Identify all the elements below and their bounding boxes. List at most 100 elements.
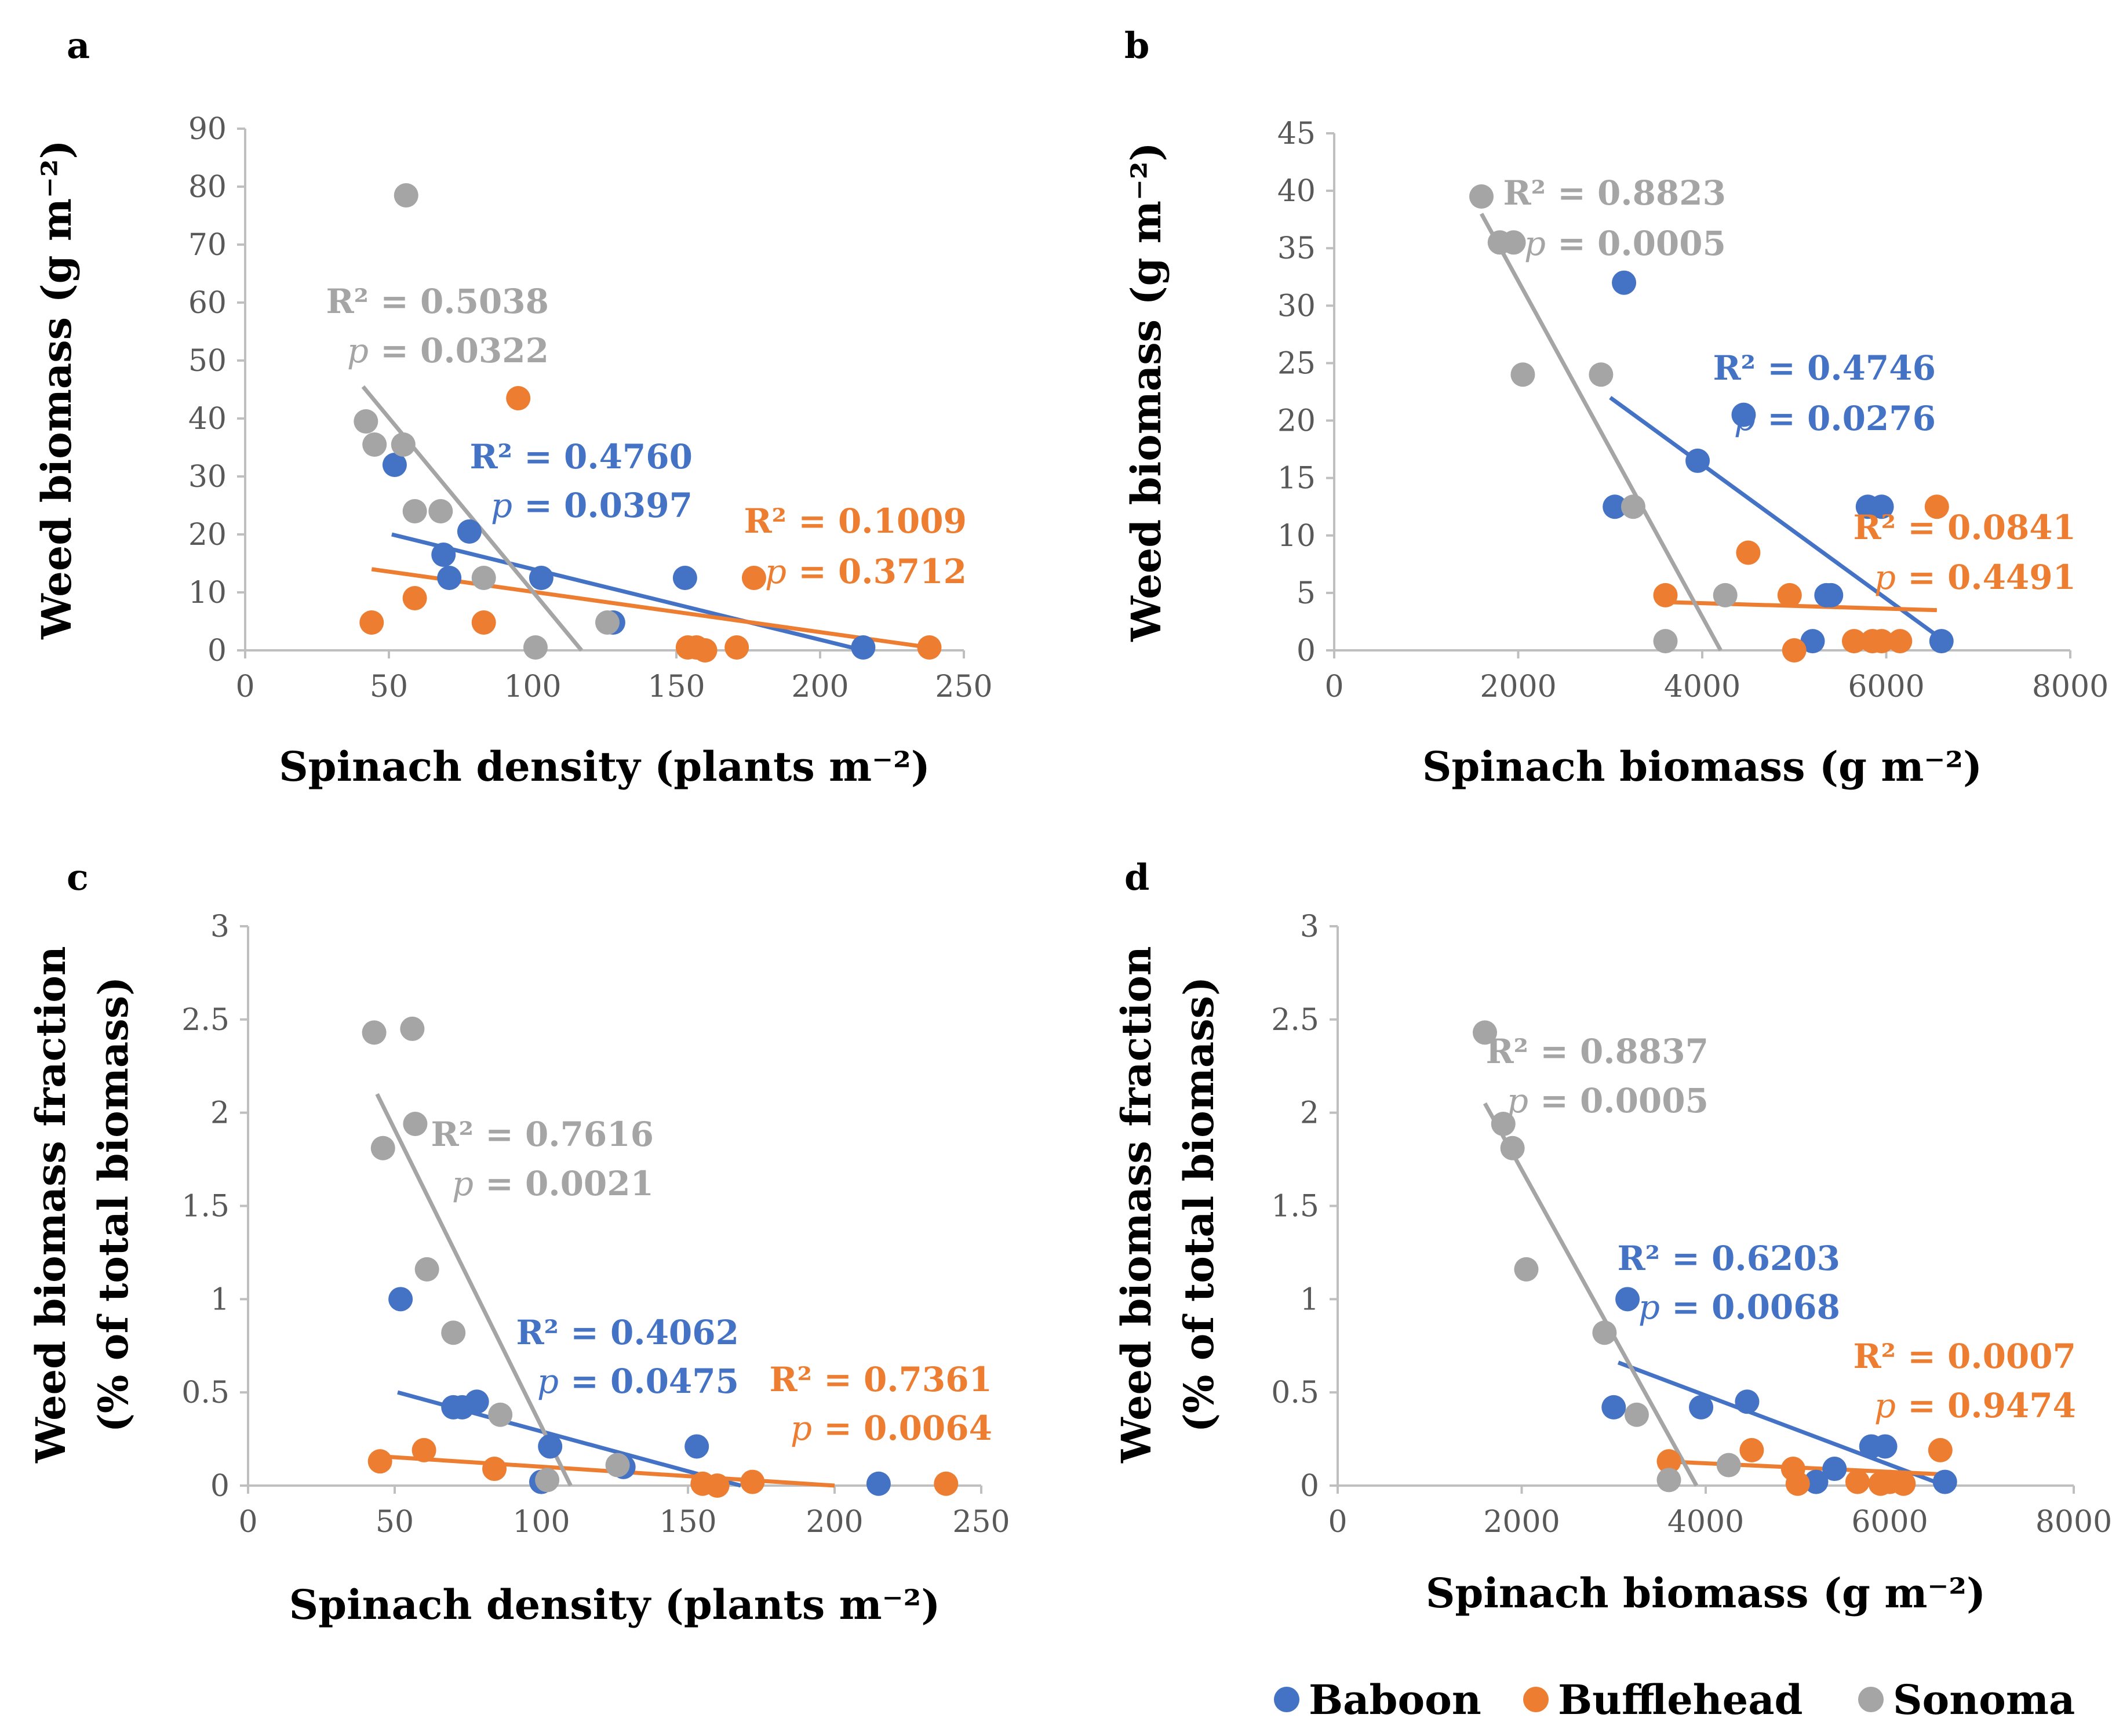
x-tick-label: 0 xyxy=(1324,669,1343,704)
point-bufflehead xyxy=(1869,629,1894,654)
x-tick-label: 50 xyxy=(370,669,408,704)
y-axis-title: Weed biomass (g m⁻²) xyxy=(32,140,81,639)
point-bufflehead xyxy=(1928,1437,1953,1462)
point-sonoma xyxy=(1621,494,1645,519)
trendline-sonoma xyxy=(361,385,584,652)
x-axis-title: Spinach density (plants m⁻²) xyxy=(289,1581,941,1629)
y-tick-label: 2.5 xyxy=(1271,1003,1319,1038)
point-baboon xyxy=(672,566,697,590)
p-value-label-bufflehead: p = 0.0064 xyxy=(791,1409,992,1448)
x-tick-label: 100 xyxy=(512,1505,570,1540)
y-tick-label: 2 xyxy=(210,1096,230,1131)
point-baboon xyxy=(388,1287,413,1312)
r2-label-baboon: R² = 0.4062 xyxy=(516,1313,739,1352)
point-baboon xyxy=(1735,1389,1760,1414)
point-baboon xyxy=(457,519,482,544)
y-axis-title-line: (% of total biomass) xyxy=(1175,977,1223,1432)
point-sonoma xyxy=(370,1136,395,1160)
point-bufflehead xyxy=(693,638,718,663)
point-baboon xyxy=(866,1471,891,1496)
point-baboon xyxy=(437,566,462,590)
legend-label-sonoma: Sonoma xyxy=(1893,1676,2075,1724)
x-tick-label: 50 xyxy=(376,1505,414,1540)
point-bufflehead xyxy=(1777,583,1802,607)
point-sonoma xyxy=(1473,1020,1497,1045)
trendline-baboon xyxy=(391,532,864,653)
x-tick-label: 2000 xyxy=(1480,669,1556,704)
point-baboon xyxy=(464,1389,489,1414)
point-bufflehead xyxy=(740,1469,765,1494)
legend-marker-bufflehead xyxy=(1523,1687,1549,1712)
point-bufflehead xyxy=(705,1473,730,1498)
r2-label-sonoma: R² = 0.8837 xyxy=(1485,1032,1709,1071)
point-bufflehead xyxy=(1782,638,1807,663)
y-tick-label: 1 xyxy=(210,1282,230,1317)
panel-c: c 0 0.5 1 1.5 2 2.5 3 0 50 100 150 200 250 Spinach den… xyxy=(27,856,1010,1629)
trendline-baboon xyxy=(1617,1360,1946,1488)
point-sonoma xyxy=(400,1016,425,1041)
point-baboon xyxy=(1612,270,1637,295)
point-sonoma xyxy=(1656,1468,1681,1493)
point-bufflehead xyxy=(917,635,942,660)
r2-label-bufflehead: R² = 0.0007 xyxy=(1853,1337,2076,1376)
trendline-sonoma xyxy=(1483,1102,1699,1487)
p-value-label-sonoma: p = 0.0005 xyxy=(1507,1081,1709,1120)
x-tick-label: 0 xyxy=(238,1505,257,1540)
y-tick-label: 0 xyxy=(1297,634,1316,668)
panel-label: a xyxy=(67,24,90,67)
y-tick-label: 70 xyxy=(188,228,227,263)
point-baboon xyxy=(1929,629,1954,654)
point-sonoma xyxy=(471,566,496,590)
y-tick-label: 0.5 xyxy=(181,1375,230,1410)
y-tick-label: 40 xyxy=(1277,174,1316,209)
y-tick-label: 30 xyxy=(1277,289,1316,323)
point-sonoma xyxy=(1510,362,1535,387)
x-tick-label: 2000 xyxy=(1483,1505,1560,1540)
point-baboon xyxy=(1804,1469,1829,1494)
point-bufflehead xyxy=(1841,629,1866,654)
y-tick-label: 0 xyxy=(1300,1469,1319,1504)
point-bufflehead xyxy=(402,586,427,610)
y-tick-label: 80 xyxy=(188,170,227,205)
panel-label: b xyxy=(1124,24,1149,67)
point-bufflehead xyxy=(1736,540,1761,565)
point-bufflehead xyxy=(482,1457,507,1482)
y-tick-label: 45 xyxy=(1277,117,1316,151)
trendline-bufflehead xyxy=(371,567,930,650)
r2-label-baboon: R² = 0.4746 xyxy=(1713,348,1936,388)
point-sonoma xyxy=(1500,1136,1525,1160)
point-baboon xyxy=(529,566,554,590)
p-value-label-bufflehead: p = 0.3712 xyxy=(765,552,967,591)
point-bufflehead xyxy=(1924,494,1949,519)
y-tick-label: 1.5 xyxy=(181,1189,230,1224)
x-tick-label: 250 xyxy=(935,669,992,704)
point-baboon xyxy=(1685,448,1710,473)
point-bufflehead xyxy=(471,610,496,635)
point-sonoma xyxy=(1716,1453,1741,1477)
y-tick-label: 1 xyxy=(1300,1282,1319,1317)
point-bufflehead xyxy=(1891,1471,1916,1496)
point-sonoma xyxy=(1469,184,1494,209)
y-tick-label: 10 xyxy=(188,576,227,610)
y-tick-label: 3 xyxy=(210,909,230,944)
legend-marker-sonoma xyxy=(1858,1687,1884,1712)
y-tick-label: 5 xyxy=(1297,576,1316,611)
r2-label-baboon: R² = 0.4760 xyxy=(469,437,693,476)
y-tick-label: 20 xyxy=(188,518,227,552)
point-sonoma xyxy=(1514,1257,1539,1282)
point-baboon xyxy=(1822,1457,1847,1482)
x-tick-label: 4000 xyxy=(1664,669,1740,704)
point-sonoma xyxy=(1713,583,1738,607)
y-tick-label: 0 xyxy=(207,634,227,668)
y-tick-label: 0.5 xyxy=(1271,1375,1319,1410)
x-tick-label: 6000 xyxy=(1851,1505,1928,1540)
trendline-bufflehead xyxy=(371,1454,835,1488)
x-axis-title: Spinach density (plants m⁻²) xyxy=(279,743,930,791)
legend-label-bufflehead: Bufflehead xyxy=(1558,1676,1803,1724)
point-sonoma xyxy=(488,1402,513,1427)
point-sonoma xyxy=(414,1257,439,1282)
point-sonoma xyxy=(1653,629,1678,654)
x-tick-label: 8000 xyxy=(2032,669,2109,704)
x-tick-label: 100 xyxy=(504,669,561,704)
point-bufflehead xyxy=(359,610,384,635)
